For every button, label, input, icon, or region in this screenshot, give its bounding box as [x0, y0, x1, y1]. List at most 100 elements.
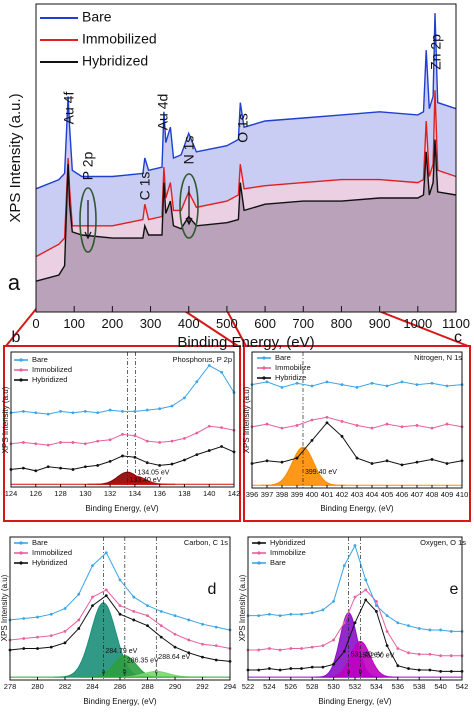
point: [439, 654, 442, 658]
point: [91, 604, 94, 608]
point: [121, 454, 124, 458]
point: [118, 578, 122, 582]
point: [340, 419, 344, 423]
x-tick-label: 1100: [442, 316, 470, 331]
peak-label: 288.64 eV: [158, 654, 190, 661]
x-tick-label: 409: [441, 490, 454, 499]
point: [108, 438, 112, 442]
panel: 0 100 200 300 400 500 600 700 800 900 1000 1100 Bind…: [7, 3, 470, 351]
point: [159, 624, 163, 628]
x-tick-label: 292: [196, 682, 209, 691]
point: [325, 421, 329, 425]
point: [170, 439, 174, 443]
x-tick-label: 540: [434, 682, 447, 691]
point: [300, 647, 303, 650]
peak-label: 134.05 eV: [138, 469, 170, 476]
legend-label: Hybridized: [32, 375, 67, 384]
point: [183, 437, 186, 440]
point: [214, 644, 218, 648]
point: [133, 434, 137, 438]
point: [278, 648, 282, 652]
point: [59, 410, 62, 413]
point: [265, 459, 269, 463]
panel-title: Carbon, C 1s: [184, 538, 228, 547]
point: [400, 425, 404, 429]
legend-label: Bare: [82, 9, 112, 25]
legend-marker: [257, 561, 261, 565]
point: [295, 381, 299, 385]
peak-label: 286.35 eV: [127, 657, 159, 664]
x-tick-label: 399: [291, 490, 304, 499]
point: [353, 595, 357, 599]
point: [417, 627, 421, 630]
x-tick-label: 284: [86, 682, 99, 691]
point: [257, 668, 261, 672]
point: [439, 628, 442, 632]
point: [132, 618, 136, 622]
point: [63, 641, 67, 645]
point: [430, 458, 434, 461]
point: [170, 462, 174, 466]
point: [173, 632, 177, 636]
peak-tag: b: [123, 670, 127, 676]
legend-marker: [19, 358, 23, 362]
point: [257, 648, 261, 652]
point: [385, 614, 389, 618]
point: [268, 667, 271, 670]
point: [159, 635, 163, 639]
point: [34, 442, 38, 446]
point: [321, 665, 325, 669]
legend-label: Bare: [32, 538, 48, 547]
point: [289, 647, 293, 650]
point: [220, 426, 224, 429]
zoom-ellipse: [79, 187, 97, 253]
point: [220, 445, 224, 448]
point: [21, 410, 25, 413]
point: [145, 461, 149, 465]
legend-marker: [262, 356, 266, 360]
x-tick-label: 1000: [403, 316, 432, 331]
point: [268, 647, 271, 650]
point: [108, 459, 112, 463]
legend-marker: [19, 551, 23, 555]
point: [195, 453, 199, 456]
point: [355, 385, 359, 389]
point: [77, 592, 81, 596]
x-tick-label: 398: [276, 490, 289, 499]
x-tick-label: 536: [392, 682, 405, 691]
panel-letter: e: [450, 581, 459, 598]
point: [108, 408, 112, 412]
point: [407, 651, 410, 655]
point: [375, 604, 378, 608]
point: [187, 638, 191, 642]
x-tick-label: 900: [369, 316, 391, 331]
point: [133, 455, 137, 459]
point: [36, 635, 39, 639]
x-tick-label: 282: [59, 682, 72, 691]
point: [342, 564, 346, 567]
point: [449, 670, 453, 673]
x-tick-label: 530: [327, 682, 340, 691]
point: [77, 627, 81, 630]
x-tick-label: 286: [114, 682, 127, 691]
point: [417, 652, 421, 656]
point: [46, 465, 50, 469]
point: [91, 564, 94, 567]
point: [257, 614, 261, 618]
point: [415, 460, 419, 464]
point: [332, 662, 335, 666]
point: [310, 611, 314, 615]
legend-label: Immobilized: [32, 548, 72, 557]
point: [34, 469, 38, 473]
plot-frame: [35, 3, 457, 313]
point: [158, 407, 162, 411]
point: [71, 411, 75, 415]
x-tick-label: 130: [79, 489, 92, 498]
legend-label: Immobilized: [82, 31, 157, 47]
point: [385, 644, 389, 648]
point: [375, 609, 378, 613]
legend-label: Immobilize: [270, 548, 306, 557]
peak-label: 284.79 eV: [105, 648, 137, 655]
